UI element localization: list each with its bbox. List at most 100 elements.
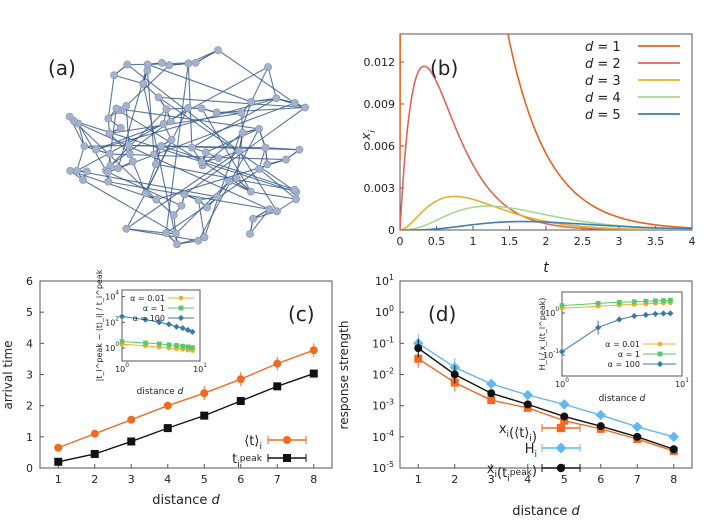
network-node — [165, 61, 174, 70]
network-node — [152, 195, 161, 204]
panel-d-point — [560, 412, 569, 421]
panel-c-xtick-label: 4 — [164, 473, 171, 486]
network-edge — [197, 199, 206, 238]
panel-c-inset-legend-label: α = 100 — [133, 314, 165, 323]
network-node — [79, 176, 87, 184]
network-edge — [252, 210, 278, 220]
panel-d-inset-point — [667, 310, 674, 317]
network-node — [162, 229, 170, 237]
network-node — [246, 229, 254, 238]
panel-d-point — [559, 399, 570, 410]
network-edge — [249, 208, 270, 235]
panel-b-xtick-label: 0 — [397, 235, 404, 248]
panel-c-point — [309, 369, 318, 378]
network-node — [290, 185, 299, 194]
panel-c-xlabel: distance d — [152, 493, 220, 508]
network-edge — [142, 83, 178, 245]
network-node — [214, 46, 222, 55]
network-node — [202, 148, 210, 157]
panel-b-xtick-label: 3 — [616, 235, 623, 248]
network-node — [151, 160, 160, 169]
panel-c-inset-ylabel: |t_i^peak − ⟨t⟩_i| / t_i^peak — [95, 269, 104, 381]
panel-c-inset-point — [184, 326, 192, 334]
panel-d-inset-point — [616, 316, 623, 323]
panel-c-ytick-label: 2 — [26, 400, 33, 413]
panel-d: 1 2 3 4 5 6 7 8 101 100 10-1 10-2 10-3 10-4 10-5 (d) r… — [337, 273, 693, 519]
network-node — [139, 79, 148, 88]
panel-d-inset-point — [631, 312, 638, 320]
panel-b-legend-label: d = 5 — [585, 108, 621, 123]
network-node — [141, 189, 150, 198]
panel-c-inset-point — [179, 325, 186, 332]
panel-b-lines — [400, 34, 692, 230]
panel-b-series-line — [400, 34, 692, 229]
network-node — [104, 177, 113, 186]
network-edge — [191, 97, 277, 149]
network-node — [105, 129, 114, 138]
panel-c-ytick-label: 6 — [26, 275, 33, 288]
panel-d-legend: xi(⟨t⟩i)Hi xi(tipeak) — [487, 422, 581, 484]
network-node — [65, 112, 74, 121]
panel-c-series-line — [58, 372, 314, 463]
panel-d-series-line — [417, 358, 674, 452]
network-node — [162, 105, 171, 114]
panel-d-legend-label: Hi — [525, 442, 537, 460]
network-edge — [109, 112, 242, 134]
panel-b-xtick-label: 3.5 — [647, 235, 665, 248]
network-edge — [76, 170, 218, 198]
network-node — [143, 60, 152, 69]
panel-c-inset-point — [156, 341, 162, 347]
network-node — [167, 135, 176, 144]
panel-c-inset-point — [166, 342, 172, 348]
panel-d-inset-xtick-label: 101 — [675, 378, 689, 389]
network-edge — [109, 153, 286, 161]
panel-b-legend-label: d = 2 — [585, 57, 621, 72]
network-edge — [250, 66, 269, 103]
network-node — [106, 161, 115, 170]
network-node — [295, 145, 304, 154]
network-node — [166, 117, 175, 126]
network-edge — [77, 123, 107, 171]
panel-d-inset-xlabel: distance d — [599, 394, 646, 404]
network-node — [264, 63, 272, 71]
panel-c-inset-point — [190, 345, 195, 350]
panel-c-ylabel: arrival time — [1, 340, 15, 409]
panel-b-ytick-label: 0 — [388, 224, 395, 237]
panel-d-xtick-label: 2 — [451, 473, 458, 486]
network-edge — [84, 144, 129, 147]
panel-c-point — [163, 424, 172, 433]
panel-c-inset-legend-label: α = 1 — [143, 304, 165, 313]
network-node — [112, 104, 121, 113]
panel-b-ytick-label: 0.003 — [364, 182, 396, 195]
panel-b-ylabel: xi — [359, 130, 378, 141]
panel-b-ytick-label: 0.012 — [364, 56, 396, 69]
network-node — [173, 240, 181, 249]
network-node — [123, 60, 132, 69]
network-node — [110, 71, 119, 80]
panel-d-point — [632, 421, 643, 432]
panel-c-ticks: 1 2 3 4 5 6 7 8 0 1 2 3 4 5 6 — [26, 275, 317, 486]
network-edge — [82, 179, 177, 235]
network-node — [292, 195, 301, 203]
panel-d-inset-xtick-label: 100 — [555, 378, 569, 389]
network-node — [263, 160, 272, 169]
panel-b-legend-label: d = 1 — [585, 40, 621, 55]
panel-d-lines — [413, 334, 679, 456]
panel-b-xlabel: t — [543, 260, 549, 276]
panel-c-inset-point — [156, 319, 163, 326]
network-edge — [165, 63, 189, 234]
network-node — [247, 97, 256, 106]
panel-c-xtick-label: 7 — [274, 473, 281, 486]
network-edge — [258, 168, 297, 200]
panel-d-inset-point — [643, 298, 649, 304]
panel-b-legend: d = 1 d = 2 d = 3 d = 4 d = 5 — [585, 40, 680, 123]
panel-d-inset-legend-marker — [656, 360, 664, 368]
network-edge — [126, 64, 240, 152]
panel-c-point — [54, 443, 63, 452]
panel-c-series-line — [57, 349, 314, 449]
panel-label-d: (d) — [428, 302, 456, 326]
panel-d-inset-point — [558, 348, 566, 355]
network-node — [116, 124, 125, 132]
network-node — [184, 104, 192, 112]
network-node — [157, 141, 166, 150]
